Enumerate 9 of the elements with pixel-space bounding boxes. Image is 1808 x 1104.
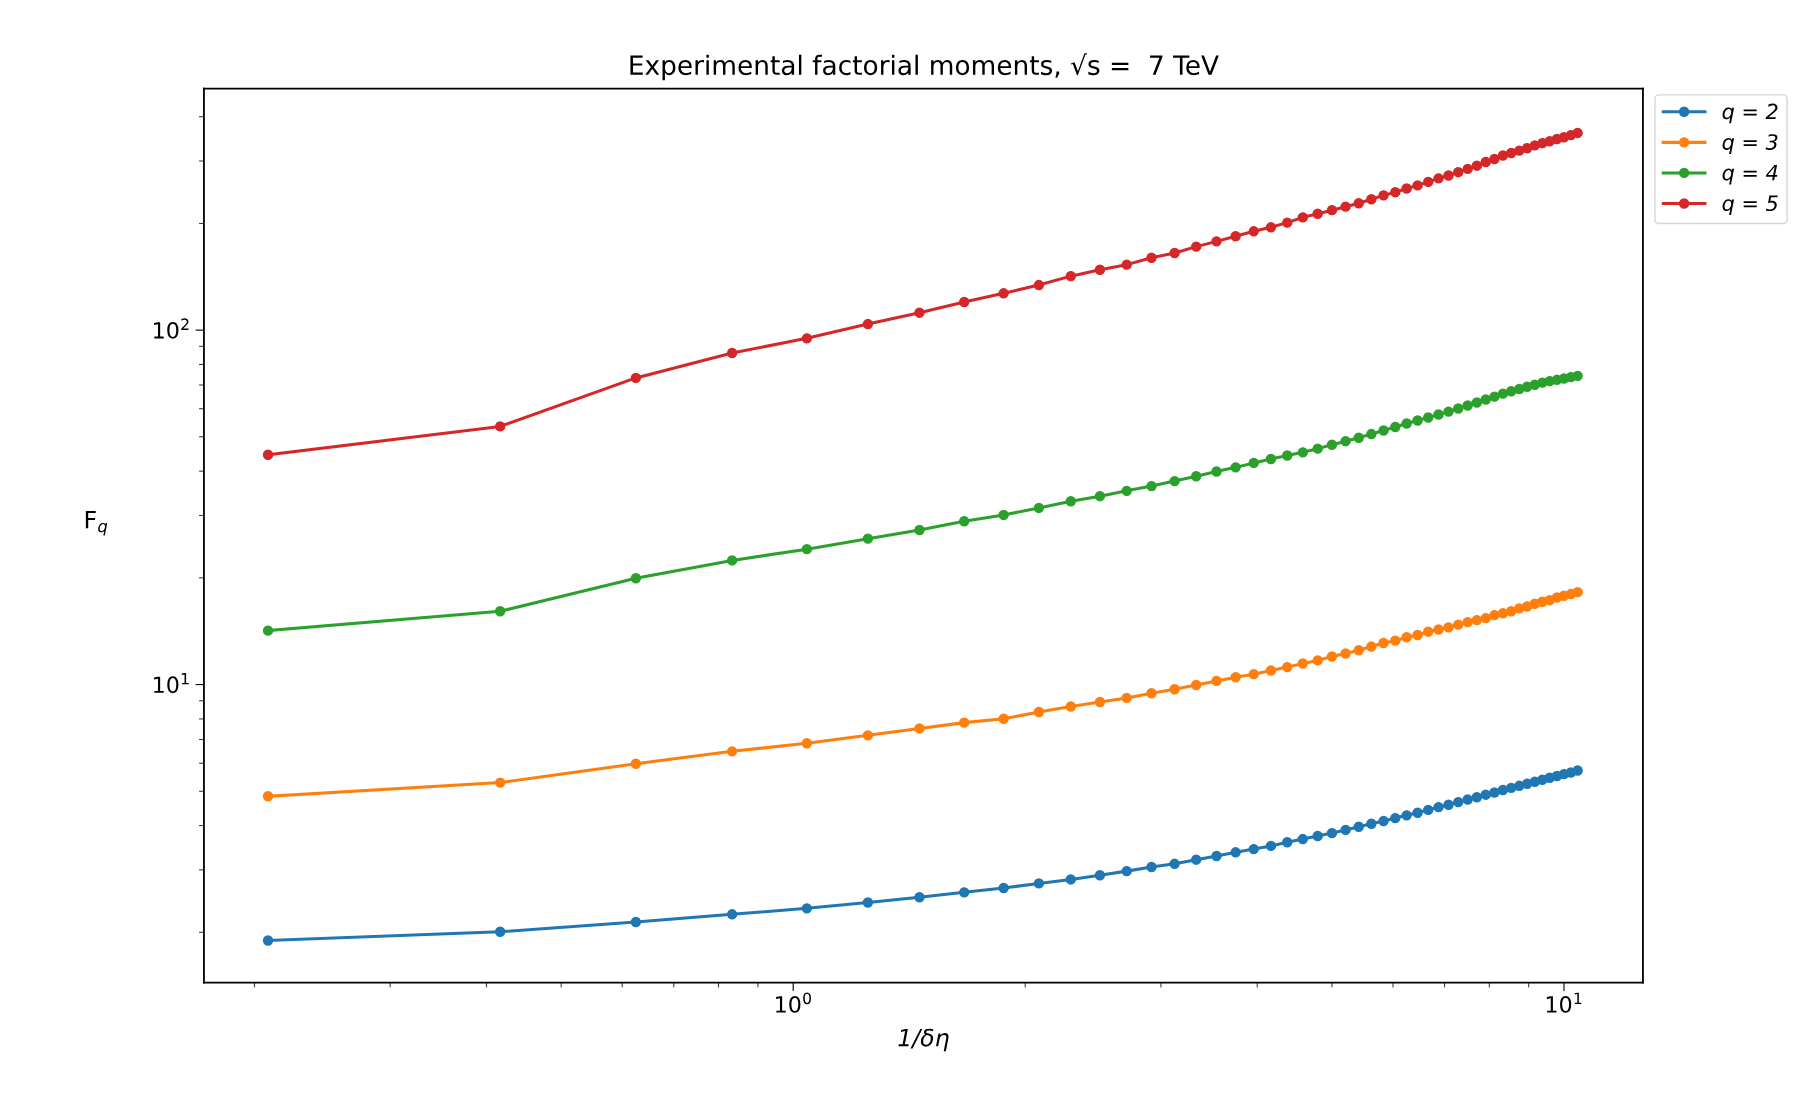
legend-label: q = 3 <box>1722 134 1778 154</box>
y-tick-label: 10$^{2}$ <box>154 318 189 339</box>
chart-title: Experimental factorial moments, √s = 7 TeV <box>630 53 1219 81</box>
x-tick-label: 10$^{0}$ <box>776 992 811 1013</box>
y-axis-title: F$_{q}$ <box>85 511 108 536</box>
legend-label: q = 5 <box>1722 195 1778 216</box>
x-axis-title: 1/δη <box>898 1028 949 1052</box>
legend-label: q = 4 <box>1722 165 1778 185</box>
legend-label: q = 2 <box>1722 103 1778 124</box>
